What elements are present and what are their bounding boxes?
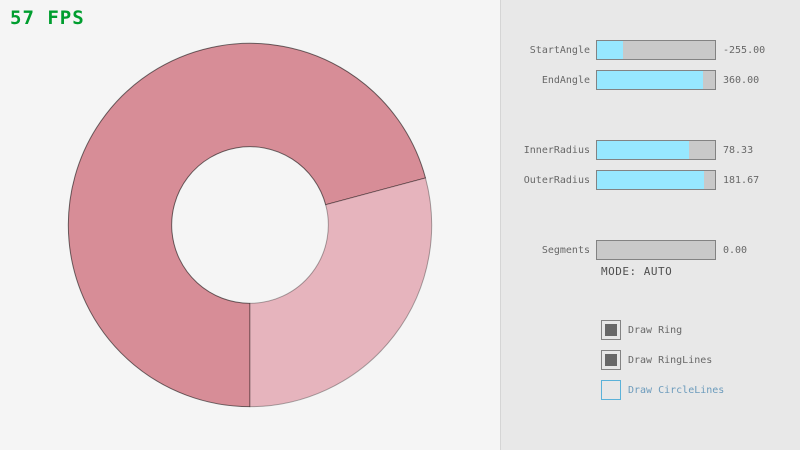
slider-row-outerradius: OuterRadius 181.67 [501, 170, 800, 190]
startangle-slider-fill [597, 41, 623, 59]
outerradius-slider[interactable] [596, 170, 716, 190]
checkbox-draw-ringlines[interactable]: Draw RingLines [601, 350, 712, 370]
endangle-slider-fill [597, 71, 704, 89]
ring-segment [249, 177, 433, 408]
checkbox-icon[interactable] [601, 350, 621, 370]
outerradius-label: OuterRadius [523, 174, 590, 186]
slider-row-startangle: StartAngle -255.00 [501, 40, 800, 60]
startangle-label: StartAngle [529, 44, 590, 56]
segments-value: 0.00 [723, 244, 748, 256]
fps-counter: 57 FPS [10, 7, 85, 29]
controls-panel: StartAngle -255.00 EndAngle 360.00 Inner… [500, 0, 800, 450]
innerradius-label: InnerRadius [523, 144, 590, 156]
segments-mode-label: MODE: AUTO [601, 265, 673, 278]
checkbox-draw-circlelines-label: Draw CircleLines [628, 384, 725, 396]
startangle-value: -255.00 [723, 44, 766, 56]
startangle-slider[interactable] [596, 40, 716, 60]
endangle-value: 360.00 [723, 74, 760, 86]
slider-row-endangle: EndAngle 360.00 [501, 70, 800, 90]
innerradius-value: 78.33 [723, 144, 754, 156]
innerradius-slider[interactable] [596, 140, 716, 160]
checkbox-draw-circlelines[interactable]: Draw CircleLines [601, 380, 724, 400]
endangle-slider[interactable] [596, 70, 716, 90]
checkbox-draw-ring[interactable]: Draw Ring [601, 320, 682, 340]
checkbox-draw-ringlines-label: Draw RingLines [628, 354, 713, 366]
checkbox-icon[interactable] [601, 320, 621, 340]
innerradius-slider-fill [597, 141, 690, 159]
endangle-label: EndAngle [541, 74, 590, 86]
slider-row-innerradius: InnerRadius 78.33 [501, 140, 800, 160]
slider-row-segments: Segments 0.00 [501, 240, 800, 260]
checkbox-icon[interactable] [601, 380, 621, 400]
outerradius-slider-fill [597, 171, 705, 189]
segments-slider[interactable] [596, 240, 716, 260]
segments-label: Segments [541, 244, 590, 256]
ring-segment [67, 42, 427, 408]
checkbox-draw-ring-label: Draw Ring [628, 324, 683, 336]
outerradius-value: 181.67 [723, 174, 760, 186]
